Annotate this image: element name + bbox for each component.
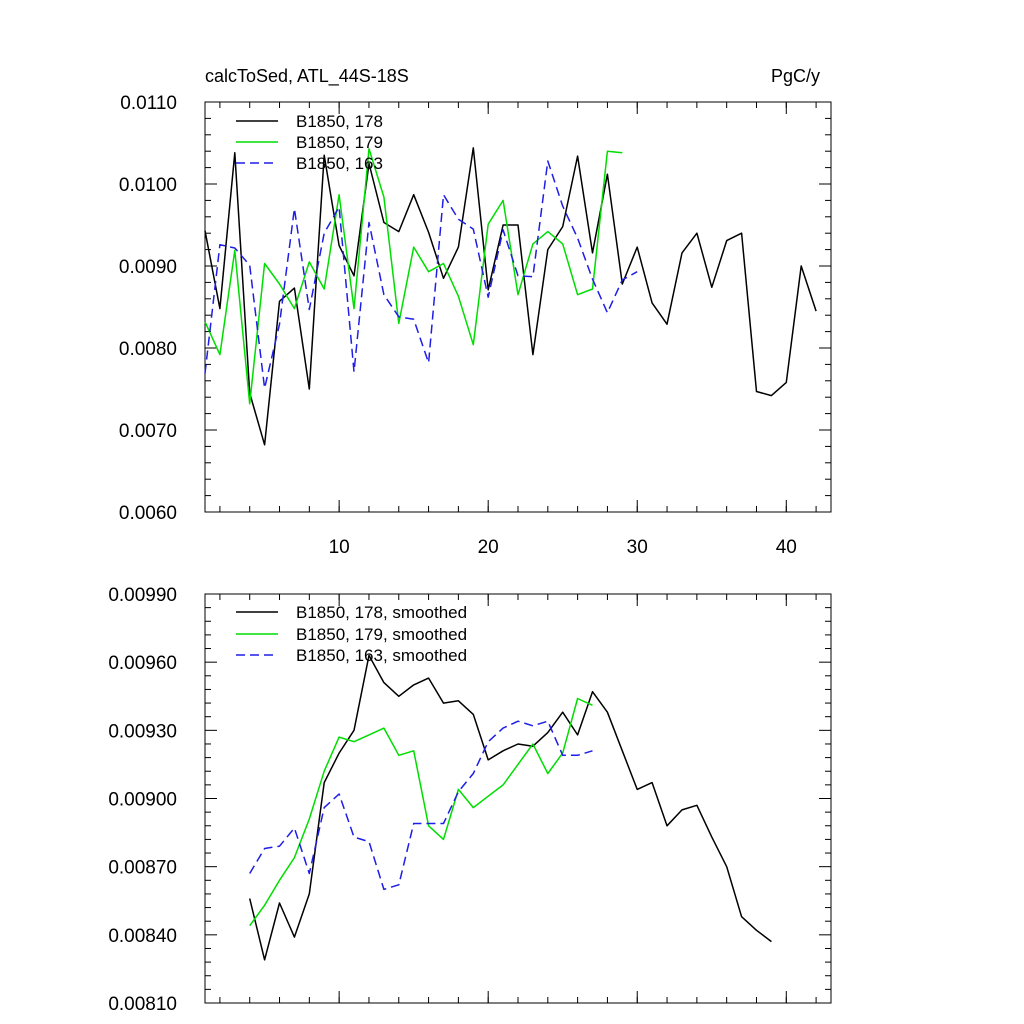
y-tick-label: 0.0060	[119, 503, 177, 524]
series-line-179	[204, 147, 623, 405]
legend-top: B1850, 178 B1850, 179 B1850, 163	[236, 112, 383, 173]
y-tick-label: 0.00930	[108, 721, 177, 742]
y-tick-label: 0.00900	[108, 790, 177, 811]
series-line-178	[204, 147, 817, 446]
y-tick-label: 0.00960	[108, 653, 177, 674]
x-tick-label: 10	[329, 537, 350, 558]
y-tick-label: 0.00810	[108, 994, 177, 1015]
chart-units: PgC/y	[771, 66, 820, 86]
legend-label-178-smoothed: B1850, 178, smoothed	[296, 603, 467, 622]
y-tick-label: 0.0070	[119, 421, 177, 442]
y-tick-label: 0.0090	[119, 257, 177, 278]
y-tick-label: 0.0080	[119, 339, 177, 360]
legend-label-179: B1850, 179	[296, 133, 383, 152]
y-tick-label: 0.0100	[119, 175, 177, 196]
legend-label-163: B1850, 163	[296, 154, 383, 173]
legend-label-163-smoothed: B1850, 163, smoothed	[296, 646, 467, 665]
y-tick-label: 0.0110	[120, 93, 177, 114]
series-line-163	[204, 160, 638, 389]
series-lines-bottom	[248, 654, 772, 961]
series-line-163-smoothed	[249, 720, 593, 891]
legend-label-179-smoothed: B1850, 179, smoothed	[296, 625, 467, 644]
axis-ticks-top: 10 20 30 40 0.0060 0.0070 0.0080 0.0090 0.0100 0.…	[119, 93, 831, 558]
y-tick-label: 0.00840	[108, 926, 177, 947]
axis-ticks-bottom: 0.00810 0.00840 0.00870 0.00900 0.00930 0.009…	[108, 585, 831, 1015]
x-tick-label: 30	[627, 537, 648, 558]
bottom-panel: 0.00810 0.00840 0.00870 0.00900 0.00930 0.009…	[108, 585, 832, 1015]
legend-label-178: B1850, 178	[296, 112, 383, 131]
x-tick-label: 20	[478, 537, 499, 558]
legend-bottom: B1850, 178, smoothed B1850, 179, smoothe…	[236, 603, 467, 665]
top-panel: calcToSed, ATL_44S-18S PgC/y 10 20 30 40 0.0…	[119, 66, 832, 558]
x-tick-label: 40	[776, 537, 797, 558]
y-tick-label: 0.00870	[108, 858, 177, 879]
y-tick-label: 0.00990	[108, 585, 177, 606]
series-line-178-smoothed	[248, 654, 772, 961]
chart-title: calcToSed, ATL_44S-18S	[205, 66, 409, 87]
series-lines-top	[204, 147, 817, 446]
series-line-179-smoothed	[249, 697, 593, 927]
